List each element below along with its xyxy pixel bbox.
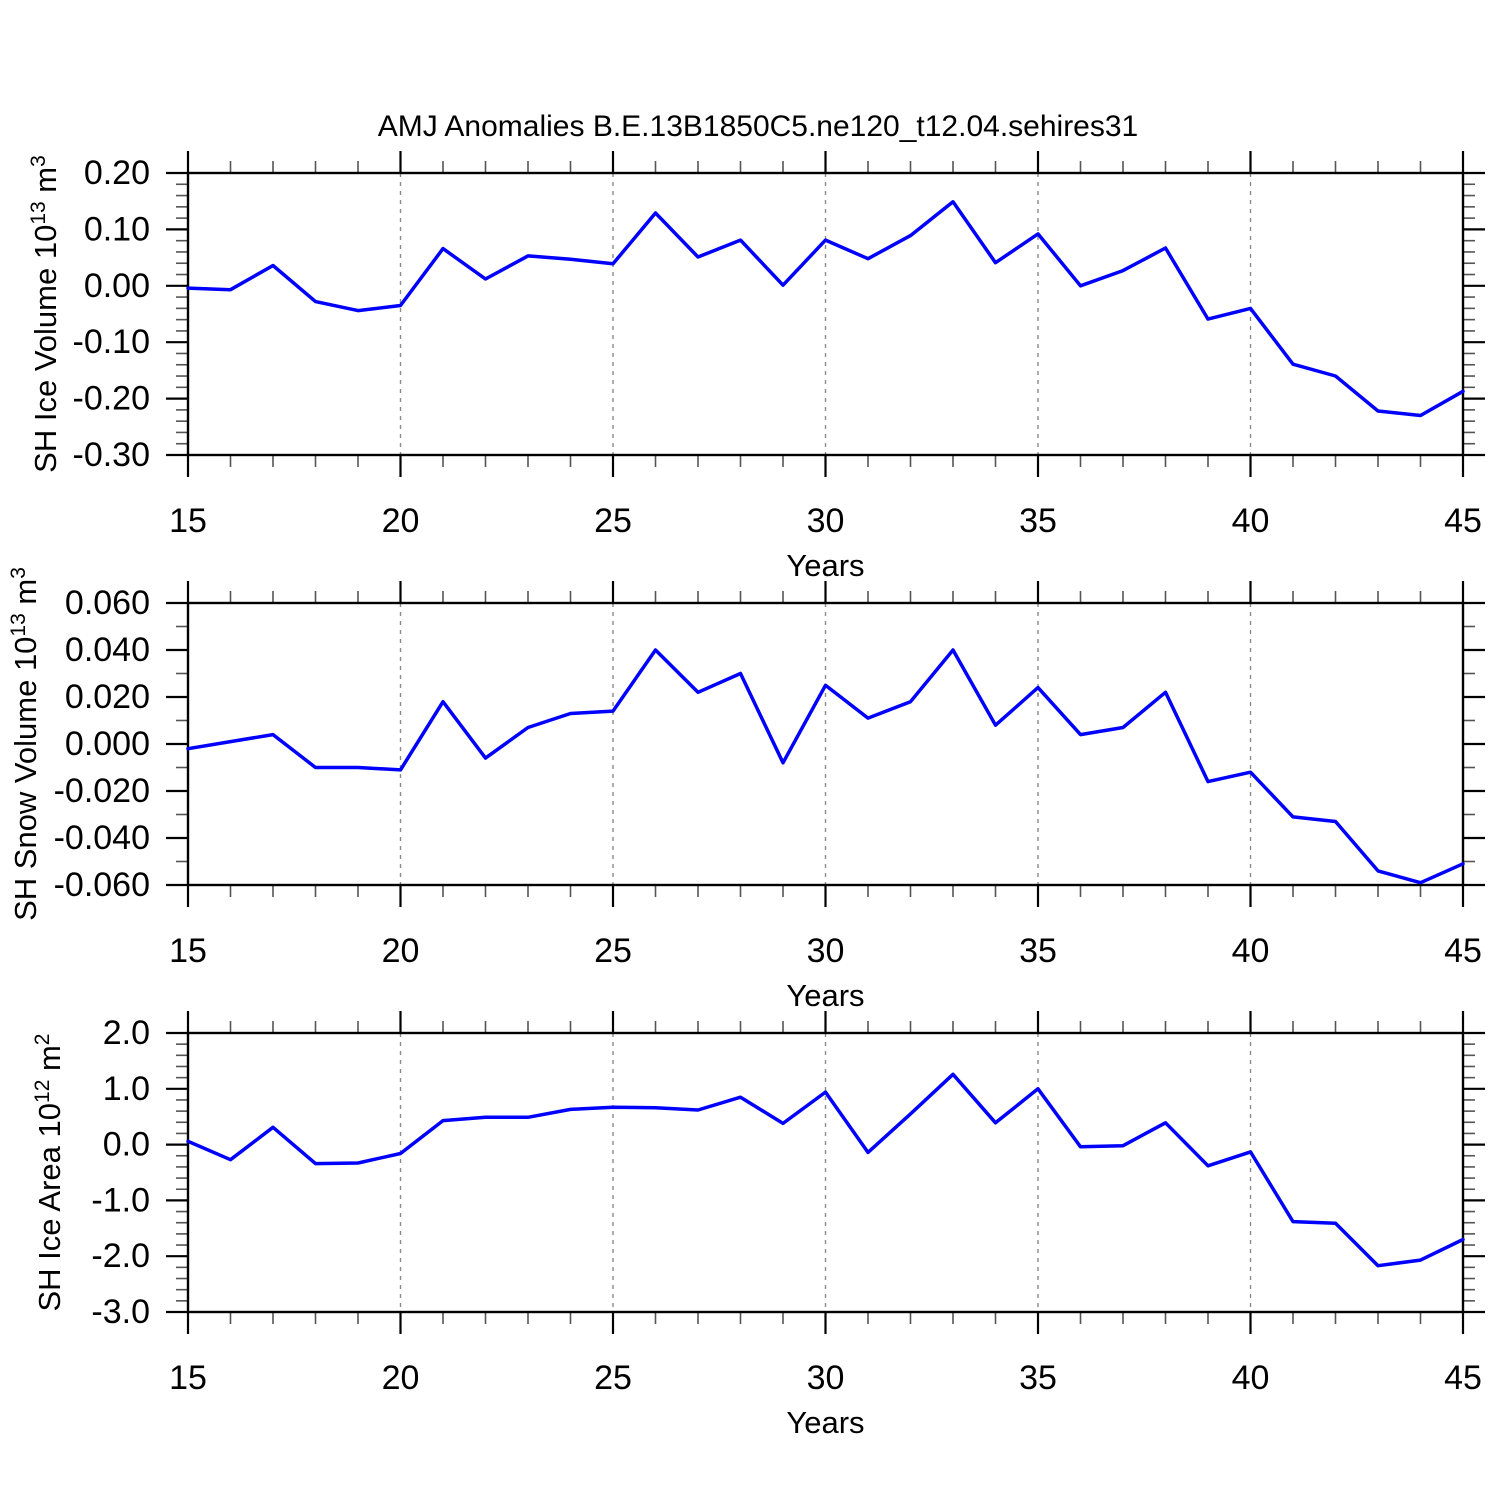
panel-sh-ice-volume: 0.20 0.10 0.00 -0.10 -0.20 -0.30 15 20 25 30 35 40 4… <box>27 151 1485 583</box>
y-tick-label: -0.10 <box>73 323 151 361</box>
sh-snow-volume-line <box>186 648 1465 885</box>
x-axis-title: Years <box>786 548 864 583</box>
y-tick-label: -0.060 <box>54 866 150 904</box>
y-tick-label: 0.10 <box>84 210 150 248</box>
x-axis-title: Years <box>786 1405 864 1440</box>
y-tick-label: 2.0 <box>103 1014 150 1052</box>
x-tick-label: 30 <box>807 932 845 970</box>
y-tick-label: 0.0 <box>103 1126 150 1164</box>
panel-sh-snow-volume: 0.060 0.040 0.020 0.000 -0.020 -0.040 -0.060 15… <box>7 567 1485 1013</box>
y-axis-title: SH Snow Volume 1013 m3 <box>7 567 43 921</box>
x-tick-label: 25 <box>594 1359 632 1397</box>
x-tick-label: 45 <box>1444 932 1482 970</box>
x-tick-label: 45 <box>1444 1359 1482 1397</box>
y-tick-label: 0.00 <box>84 267 150 305</box>
sh-ice-area-line <box>186 1072 1465 1268</box>
y-tick-label: -3.0 <box>91 1293 150 1331</box>
x-tick-label: 35 <box>1019 1359 1057 1397</box>
y-tick-label: -2.0 <box>91 1237 150 1275</box>
x-tick-label: 40 <box>1232 932 1270 970</box>
x-tick-label: 15 <box>169 502 207 540</box>
panel-frame <box>186 601 1465 887</box>
x-axis-title: Years <box>786 978 864 1013</box>
panel-frame <box>186 1031 1465 1314</box>
y-tick-label: 1.0 <box>103 1070 150 1108</box>
x-tick-label: 45 <box>1444 502 1482 540</box>
y-tick-label: 0.060 <box>65 584 150 622</box>
y-tick-label: 0.20 <box>84 154 150 192</box>
y-axis-title: SH Ice Area 1012 m2 <box>31 1034 67 1312</box>
y-tick-label: 0.000 <box>65 725 150 763</box>
y-tick-label: 0.020 <box>65 678 150 716</box>
y-axis-title: SH Ice Volume 1013 m3 <box>27 155 63 473</box>
x-tick-label: 25 <box>594 932 632 970</box>
x-tick-label: 25 <box>594 502 632 540</box>
x-tick-label: 30 <box>807 1359 845 1397</box>
x-tick-label: 40 <box>1232 502 1270 540</box>
x-tick-label: 40 <box>1232 1359 1270 1397</box>
x-tick-label: 30 <box>807 502 845 540</box>
sh-ice-volume-line <box>186 200 1465 418</box>
x-tick-label: 15 <box>169 1359 207 1397</box>
chart-title: AMJ Anomalies B.E.13B1850C5.ne120_t12.04… <box>378 110 1139 143</box>
panels-group: 0.20 0.10 0.00 -0.10 -0.20 -0.30 15 20 25 30 35 40 4… <box>7 151 1485 1440</box>
x-tick-label: 20 <box>382 502 420 540</box>
x-tick-label: 35 <box>1019 502 1057 540</box>
x-tick-label: 20 <box>382 1359 420 1397</box>
panel-sh-ice-area: 2.0 1.0 0.0 -1.0 -2.0 -3.0 15 20 25 30 35 40 45 Years… <box>31 1011 1485 1440</box>
y-tick-label: -0.30 <box>73 436 151 474</box>
y-tick-label: -1.0 <box>91 1181 150 1219</box>
panel-frame <box>186 171 1465 457</box>
x-tick-label: 35 <box>1019 932 1057 970</box>
x-tick-label: 15 <box>169 932 207 970</box>
x-tick-label: 20 <box>382 932 420 970</box>
y-tick-label: -0.040 <box>54 819 150 857</box>
y-tick-label: 0.040 <box>65 631 150 669</box>
y-tick-label: -0.020 <box>54 772 150 810</box>
y-tick-label: -0.20 <box>73 380 151 418</box>
